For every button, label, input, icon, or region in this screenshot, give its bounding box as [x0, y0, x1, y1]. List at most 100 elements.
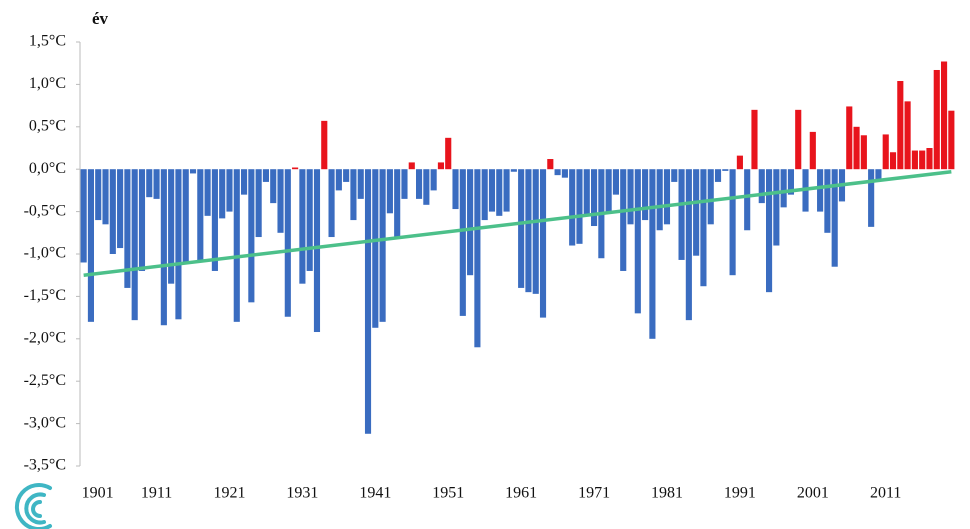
- x-tick-label: 1911: [141, 485, 172, 502]
- bar: [292, 167, 299, 170]
- bar: [766, 169, 773, 293]
- bar: [700, 169, 707, 287]
- bar: [605, 169, 612, 212]
- bar: [335, 169, 342, 191]
- chart-title: év: [92, 9, 109, 28]
- bar: [255, 169, 262, 238]
- bar: [474, 169, 481, 348]
- bar: [525, 169, 532, 293]
- bar: [401, 169, 408, 199]
- x-tick-label: 1981: [651, 485, 683, 502]
- bar: [911, 150, 918, 170]
- bar: [627, 169, 634, 225]
- bar: [875, 169, 882, 180]
- bar: [634, 169, 641, 314]
- bar: [350, 169, 357, 221]
- bar: [109, 169, 116, 254]
- bar: [102, 169, 109, 225]
- bar: [904, 101, 911, 170]
- bar: [693, 169, 700, 256]
- bar: [481, 169, 488, 221]
- bar: [773, 169, 780, 246]
- bar: [926, 148, 933, 170]
- bar: [591, 169, 598, 227]
- x-tick-label: 1941: [359, 485, 391, 502]
- bar: [124, 169, 131, 288]
- bar: [343, 169, 350, 182]
- bar: [175, 169, 182, 320]
- bar: [656, 169, 663, 231]
- bar: [583, 169, 590, 216]
- bar: [284, 169, 291, 317]
- bar: [510, 169, 517, 172]
- bar: [408, 162, 415, 170]
- bar: [182, 169, 189, 263]
- bar: [846, 106, 853, 170]
- bar: [933, 69, 940, 170]
- bar: [262, 169, 269, 182]
- bar: [430, 169, 437, 191]
- bar: [241, 169, 248, 195]
- bar: [189, 169, 197, 174]
- bar: [313, 169, 321, 333]
- bar: [204, 169, 211, 216]
- logo: [14, 483, 52, 529]
- bar: [547, 159, 554, 170]
- x-tick-label: 2011: [870, 485, 901, 502]
- bar: [445, 137, 452, 170]
- bar: [146, 169, 153, 198]
- bar: [860, 135, 867, 170]
- bar: [80, 169, 87, 263]
- bar: [824, 169, 831, 233]
- bar: [211, 169, 218, 271]
- bar: [809, 131, 816, 170]
- x-tick-label: 1901: [82, 485, 114, 502]
- bar: [503, 169, 510, 212]
- y-tick-label: 1,5°C: [29, 33, 66, 50]
- y-tick-label: 0,0°C: [29, 160, 66, 177]
- bar: [569, 169, 576, 246]
- bar: [620, 169, 627, 271]
- bar: [787, 169, 794, 195]
- bar: [554, 169, 561, 176]
- bar: [678, 169, 685, 260]
- bar: [868, 169, 875, 227]
- bar: [138, 169, 146, 271]
- bar: [729, 169, 736, 276]
- bar: [299, 169, 306, 284]
- bar: [364, 169, 372, 434]
- y-tick-label: -1,5°C: [24, 287, 66, 304]
- bar: [751, 109, 758, 170]
- bar: [117, 169, 124, 249]
- x-tick-label: 1961: [505, 485, 537, 502]
- bar: [248, 169, 255, 303]
- bar: [95, 169, 102, 221]
- bar: [467, 169, 474, 276]
- bar: [817, 169, 824, 212]
- bar: [897, 81, 904, 170]
- bar: [233, 169, 240, 322]
- bar: [707, 169, 714, 225]
- x-tick-label: 2001: [797, 485, 829, 502]
- bar: [642, 169, 649, 221]
- bar: [160, 169, 167, 326]
- bar: [357, 169, 364, 199]
- bar: [488, 169, 496, 212]
- x-tick-label: 1931: [286, 485, 318, 502]
- bar: [649, 169, 656, 339]
- x-tick-label: 1921: [213, 485, 245, 502]
- bar: [722, 169, 729, 171]
- bar: [532, 169, 539, 294]
- bar: [736, 155, 743, 170]
- trend-line: [83, 170, 952, 277]
- y-tick-label: -2,0°C: [24, 329, 66, 346]
- y-tick-label: -3,0°C: [24, 414, 66, 431]
- bar: [671, 169, 678, 182]
- bar: [437, 162, 444, 170]
- y-tick-label: -2,5°C: [24, 372, 66, 389]
- bar: [882, 134, 889, 170]
- bar: [459, 169, 466, 316]
- bar: [87, 169, 94, 322]
- bar: [226, 169, 233, 212]
